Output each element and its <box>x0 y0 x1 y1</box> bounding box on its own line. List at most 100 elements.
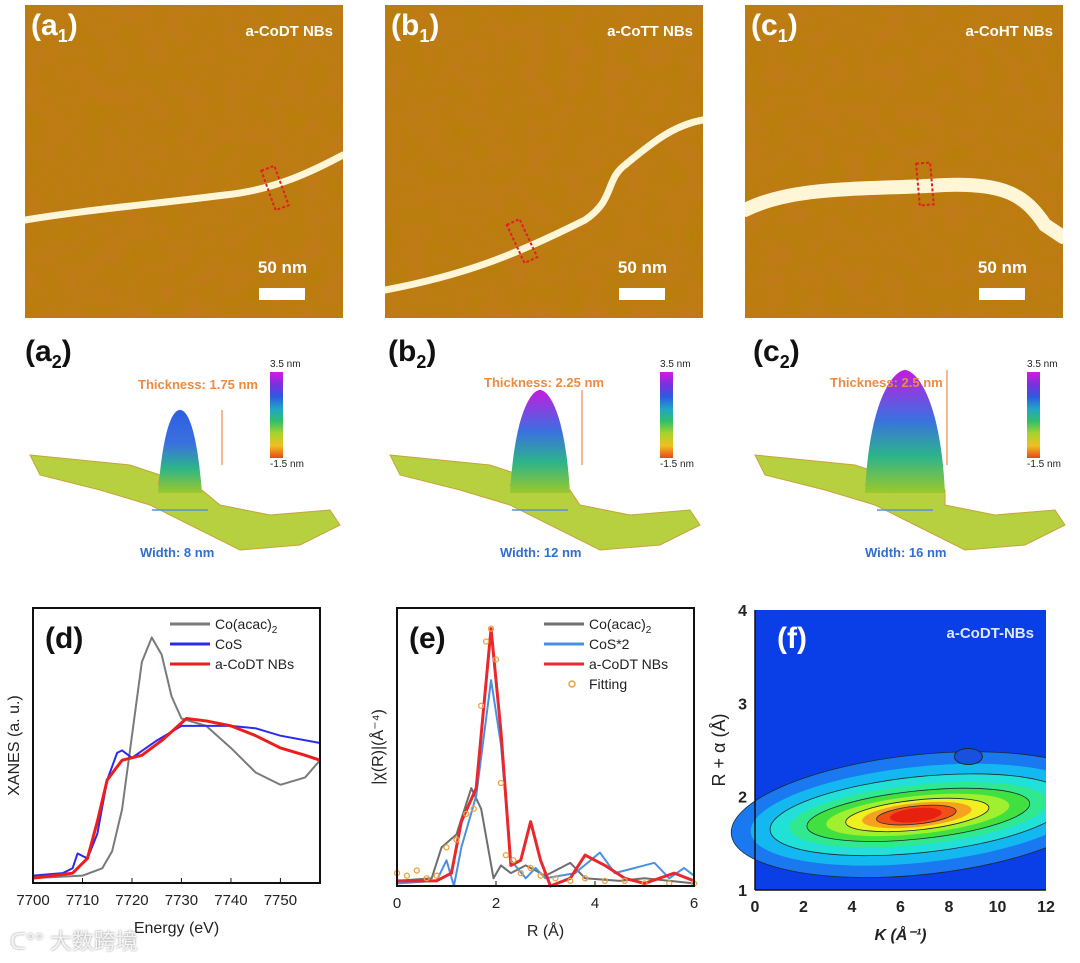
x-tick-label: 6 <box>690 895 698 912</box>
x-axis-label: R (Å) <box>527 921 564 940</box>
panel-label: (b2) <box>388 335 437 372</box>
fitting-point <box>433 872 440 879</box>
fitting-point <box>621 877 628 885</box>
legend-entry: CoS*2 <box>589 636 630 652</box>
y-tick-label: 2 <box>738 790 747 807</box>
contour-level <box>889 807 942 823</box>
x-tick-label: 7750 <box>264 892 297 909</box>
thickness-label: Thickness: 2.25 nm <box>484 375 604 390</box>
x-tick-label: 7730 <box>165 892 198 909</box>
fitting-point <box>497 779 505 787</box>
height-profile-2: (c2) Thickness: 2.5 nm Width: 16 nm 3.5 … <box>745 335 1080 585</box>
x-axis-label: Energy (eV) <box>134 920 219 937</box>
y-tick-label: 3 <box>738 696 747 713</box>
x-tick-label: 0 <box>751 899 760 916</box>
x-tick-label: 7720 <box>115 892 148 909</box>
scale-label: 50 nm <box>617 258 667 277</box>
legend-entry: Co(acac)2 <box>589 616 652 636</box>
fitting-point <box>478 702 485 709</box>
color-scale-min: -1.5 nm <box>1027 459 1061 470</box>
chart-title: a-CoDT-NBs <box>946 625 1034 642</box>
thickness-label: Thickness: 1.75 nm <box>138 377 258 392</box>
x-tick-label: 8 <box>945 899 954 916</box>
x-tick-label: 7700 <box>16 892 49 909</box>
panel-label: (f) <box>777 622 807 655</box>
plot-frame <box>396 607 695 887</box>
legend-entry: a-CoDT NBs <box>589 656 668 672</box>
legend-entry: Co(acac)2 <box>215 616 278 636</box>
x-tick-label: 6 <box>896 899 905 916</box>
color-scale-bar <box>270 372 283 458</box>
height-profile-1: (b2) Thickness: 2.25 nm Width: 12 nm 3.5… <box>380 335 720 585</box>
afm-topography <box>745 5 1063 318</box>
x-tick-label: 7740 <box>214 892 247 909</box>
color-scale-max: 3.5 nm <box>270 359 301 370</box>
y-axis-label: R + α (Å) <box>709 714 729 787</box>
legend-entry: CoS <box>215 636 242 652</box>
fitting-point <box>482 638 490 645</box>
panel-label: (a1) <box>31 9 78 46</box>
afm-topography <box>385 5 703 318</box>
scale-label: 50 nm <box>977 258 1027 277</box>
scale-bar <box>259 288 305 300</box>
series-line-1 <box>32 724 321 877</box>
panel-label: (d) <box>45 622 83 655</box>
fitting-point <box>463 810 470 818</box>
color-scale-min: -1.5 nm <box>660 459 694 470</box>
3d-surface <box>29 410 341 551</box>
panel-label: (b1) <box>391 9 440 46</box>
x-tick-label: 7710 <box>66 892 99 909</box>
series-line-1 <box>396 679 695 887</box>
afm-image-2: (c1) a-CoHT NBs 50 nm <box>745 5 1063 318</box>
fitting-point <box>567 877 574 885</box>
fitting-point <box>443 844 450 851</box>
xanes-chart: 7700 7710 7720 7730 7740 7750 Energy (eV) XANES… <box>0 600 360 963</box>
x-tick-label: 0 <box>393 895 401 912</box>
fitting-point <box>527 864 534 872</box>
x-tick-label: 12 <box>1037 899 1055 916</box>
x-tick-label: 4 <box>591 895 599 912</box>
x-tick-label: 4 <box>848 899 857 916</box>
color-scale-max: 3.5 nm <box>660 359 691 370</box>
fitting-point <box>510 857 517 864</box>
panel-label: (c1) <box>751 9 798 46</box>
panel-label: (a2) <box>25 335 72 372</box>
fitting-point <box>517 869 524 877</box>
afm-image-1: (b1) a-CoTT NBs 50 nm <box>385 5 703 318</box>
fitting-point <box>537 872 544 879</box>
x-axis-label: K (Å⁻¹) <box>875 925 927 944</box>
fitting-point <box>470 805 477 812</box>
contour-level <box>953 748 983 766</box>
afm-topography <box>25 5 343 318</box>
x-tick-label: 2 <box>799 899 808 916</box>
3d-surface <box>389 390 701 551</box>
fitting-point <box>492 656 500 663</box>
y-tick-label: 1 <box>738 883 747 900</box>
series-line-2 <box>32 716 321 880</box>
scale-bar <box>619 288 665 300</box>
thickness-label: Thickness: 2.5 nm <box>830 375 943 390</box>
legend-entry: Fitting <box>589 676 627 692</box>
panel-label: (e) <box>409 622 446 655</box>
wavelet-chart: 0 2 4 6 8 10 12 1 2 3 4 K (Å⁻¹) R + α (Å) (f) a-CoDT-N… <box>700 600 1080 963</box>
color-scale-max: 3.5 nm <box>1027 359 1058 370</box>
scale-label: 50 nm <box>257 258 307 277</box>
scale-bar <box>979 288 1025 300</box>
series-line-0 <box>32 636 321 880</box>
x-tick-label: 2 <box>492 895 500 912</box>
afm-image-0: (a1) a-CoDT NBs 50 nm <box>25 5 343 318</box>
fitting-point <box>581 875 589 882</box>
legend-entry: a-CoDT NBs <box>215 656 294 672</box>
watermark: ᑕ°° 大数跨境 <box>10 929 138 954</box>
legend-marker <box>568 680 576 688</box>
y-tick-label: 4 <box>738 603 747 620</box>
watermark-logo-icon: ᑕ°° <box>10 929 44 954</box>
fitting-point <box>502 851 510 859</box>
width-label: Width: 8 nm <box>140 545 215 560</box>
panel-label: (c2) <box>753 335 800 372</box>
plot-frame <box>32 607 321 884</box>
3d-surface <box>754 370 1066 551</box>
color-scale-min: -1.5 nm <box>270 459 304 470</box>
fitting-point <box>423 875 430 882</box>
width-label: Width: 12 nm <box>500 545 582 560</box>
